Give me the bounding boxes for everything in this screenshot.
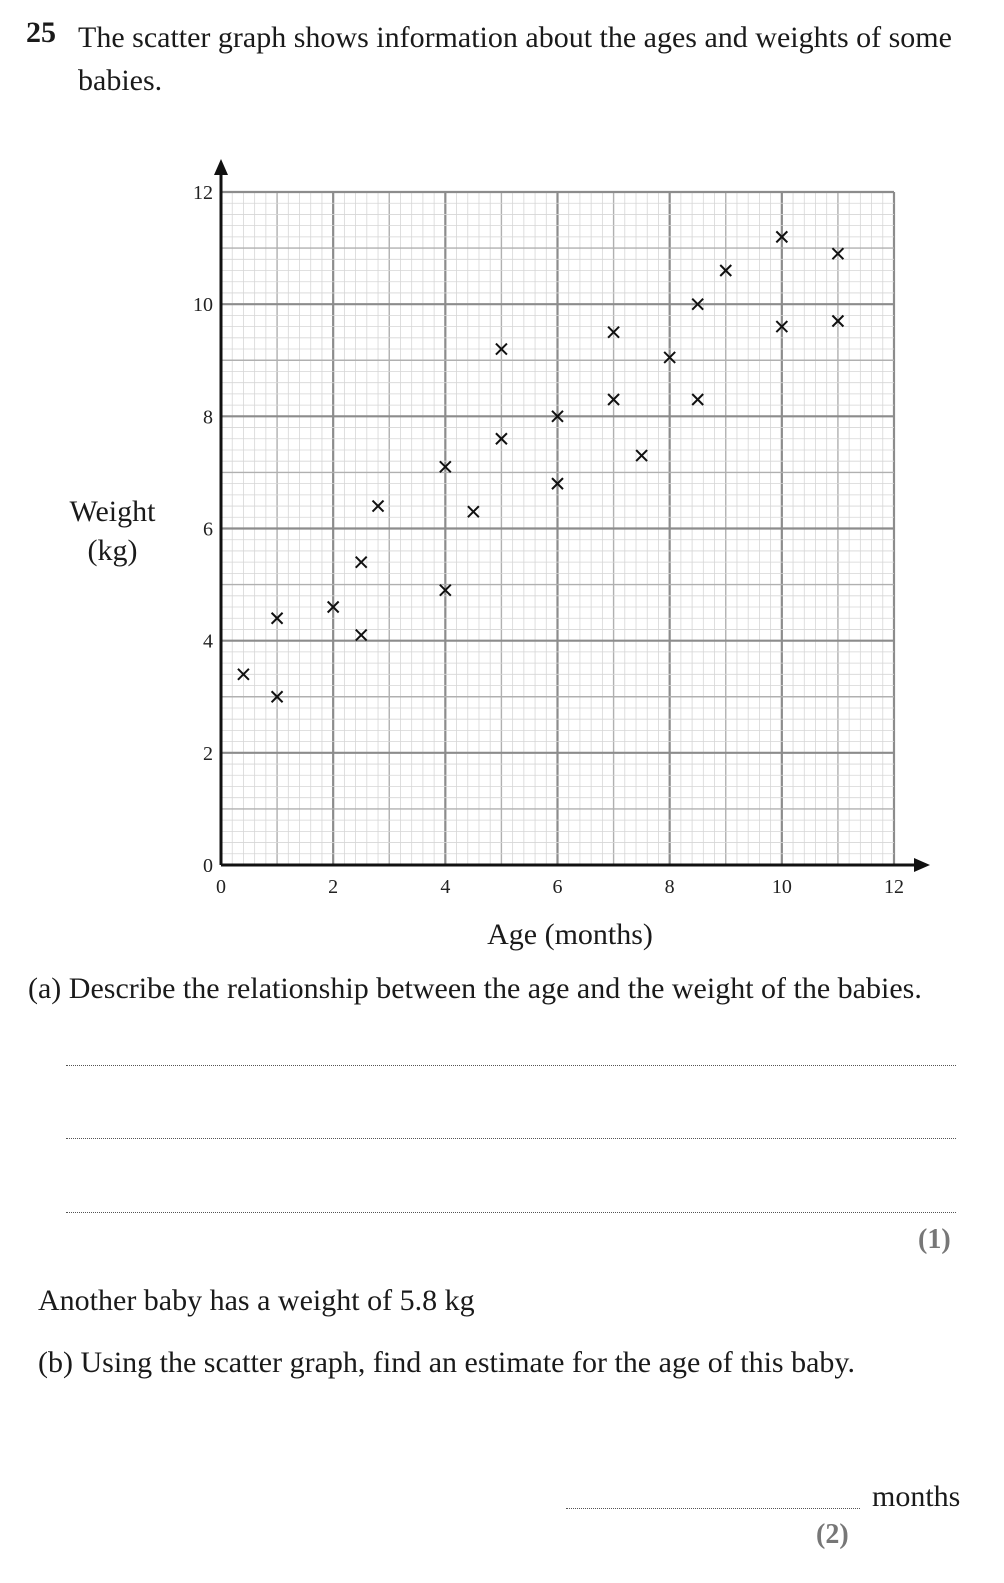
data-point-stroke <box>691 297 704 311</box>
y-axis-label: Weight (kg) <box>40 492 185 570</box>
answer-unit: months <box>872 1480 961 1513</box>
data-point <box>237 668 250 681</box>
part-a-question: (a) Describe the relationship between th… <box>28 972 922 1005</box>
data-point <box>439 583 452 597</box>
data-point-stroke <box>326 600 340 614</box>
data-point-stroke <box>371 499 385 513</box>
data-point-stroke <box>607 326 620 339</box>
y-tick-label: 4 <box>203 631 213 653</box>
data-point <box>663 351 676 364</box>
data-point <box>607 326 620 339</box>
data-point <box>831 314 845 328</box>
part-b-question: (b) Using the scatter graph, find an est… <box>38 1346 855 1379</box>
data-point-stroke <box>635 449 648 462</box>
chart-axes <box>214 159 930 872</box>
part-a-marks: (1) <box>918 1224 951 1255</box>
data-point <box>326 600 340 614</box>
data-point <box>371 499 385 513</box>
data-point-stroke <box>439 460 452 474</box>
data-point-stroke <box>607 393 620 406</box>
y-axis-label-line-2: (kg) <box>87 534 138 567</box>
x-tick-label: 10 <box>772 876 792 898</box>
y-axis-label-line-1: Weight <box>69 495 156 528</box>
y-tick-label: 6 <box>203 519 213 541</box>
data-point-stroke <box>551 410 564 423</box>
data-point-stroke <box>831 247 845 260</box>
chart-grid <box>219 190 896 867</box>
data-point <box>467 505 480 518</box>
x-axis-label: Age (months) <box>487 918 653 951</box>
y-tick-label: 8 <box>203 406 213 428</box>
data-point <box>831 247 845 260</box>
y-tick-label: 0 <box>203 855 213 877</box>
x-tick-label: 6 <box>553 876 563 898</box>
question-number: 25 <box>26 16 56 49</box>
x-tick-label: 0 <box>216 876 226 898</box>
answer-line-1[interactable] <box>66 1065 956 1066</box>
data-point-stroke <box>775 230 789 244</box>
data-point-stroke <box>467 505 480 518</box>
answer-line-3[interactable] <box>66 1212 956 1213</box>
info-text: Another baby has a weight of 5.8 kg <box>38 1284 475 1317</box>
y-tick-label: 12 <box>193 182 213 204</box>
data-point <box>635 449 648 462</box>
data-point <box>495 342 508 356</box>
data-point <box>270 612 284 625</box>
data-point-stroke <box>270 690 284 703</box>
y-tick-label: 10 <box>193 294 213 316</box>
data-point-stroke <box>831 314 845 328</box>
data-point <box>270 690 284 703</box>
data-point-stroke <box>663 351 676 364</box>
data-point <box>775 320 789 333</box>
data-point-stroke <box>439 583 452 597</box>
data-point-stroke <box>691 393 704 406</box>
data-point-stroke <box>551 477 564 490</box>
data-point-stroke <box>775 320 789 333</box>
answer-line-b[interactable] <box>566 1508 860 1509</box>
data-point-stroke <box>355 628 368 642</box>
data-point <box>691 393 704 406</box>
data-point-stroke <box>719 264 732 277</box>
y-axis-arrow <box>214 159 228 175</box>
data-point <box>551 410 564 423</box>
chart-points <box>237 230 845 703</box>
x-tick-label: 12 <box>884 876 904 898</box>
data-point <box>719 264 732 277</box>
data-point <box>775 230 789 244</box>
data-point <box>355 628 368 642</box>
data-point-stroke <box>355 555 368 569</box>
data-point <box>355 555 368 569</box>
x-tick-label: 2 <box>328 876 338 898</box>
chart-tick-labels: 0 2 4 6 8 10 12 0 2 4 6 8 10 12 <box>193 182 904 898</box>
data-point <box>495 432 508 445</box>
scatter-graph: 0 2 4 6 8 10 12 0 2 4 6 8 10 12 <box>193 159 930 898</box>
data-point <box>691 297 704 311</box>
data-point-stroke <box>495 342 508 356</box>
data-point-stroke <box>237 668 250 681</box>
part-b-marks: (2) <box>816 1519 849 1550</box>
question-text: The scatter graph shows information abou… <box>78 21 952 97</box>
data-point-stroke <box>495 432 508 445</box>
data-point-stroke <box>270 612 284 625</box>
x-axis-arrow <box>914 858 930 872</box>
data-point <box>551 477 564 490</box>
x-tick-label: 4 <box>440 876 450 898</box>
y-tick-label: 2 <box>203 743 213 765</box>
x-tick-label: 8 <box>665 876 675 898</box>
data-point <box>607 393 620 406</box>
data-point <box>439 460 452 474</box>
answer-line-2[interactable] <box>66 1138 956 1139</box>
